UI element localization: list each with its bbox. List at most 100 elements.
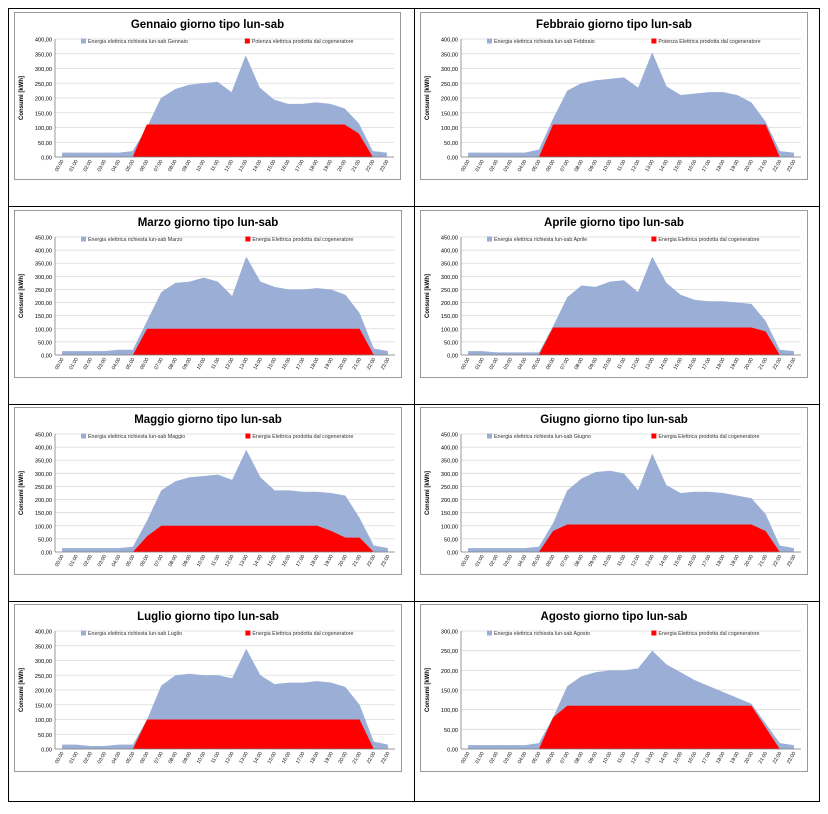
y-tick-label: 100,00 bbox=[441, 708, 458, 714]
x-tick-label: 15:00 bbox=[267, 357, 279, 371]
y-tick-label: 0,00 bbox=[41, 551, 52, 557]
x-tick-label: 04:00 bbox=[111, 554, 123, 568]
x-tick-label: 13:00 bbox=[644, 554, 656, 568]
x-tick-label: 09:00 bbox=[588, 159, 600, 173]
y-tick-label: 100,00 bbox=[441, 327, 458, 333]
x-tick-label: 08:00 bbox=[573, 159, 585, 173]
x-tick-label: 23:00 bbox=[786, 554, 798, 568]
legend-label-generation: Energia Elettrica prodotta dal cogenerat… bbox=[252, 434, 353, 440]
x-tick-label: 18:00 bbox=[715, 159, 727, 173]
legend-label-demand: Energia elettrica richiesta lun-sab Magg… bbox=[88, 434, 185, 440]
y-tick-label: 250,00 bbox=[35, 674, 52, 680]
x-tick-label: 14:00 bbox=[252, 751, 264, 765]
x-tick-label: 08:00 bbox=[167, 554, 179, 568]
legend-label-demand: Energia elettrica richiesta lun-sab Marz… bbox=[88, 237, 183, 243]
x-tick-label: 16:00 bbox=[281, 554, 293, 568]
x-tick-label: 22:00 bbox=[772, 751, 784, 765]
x-tick-label: 19:00 bbox=[323, 357, 335, 371]
x-tick-label: 01:00 bbox=[68, 159, 80, 173]
legend-label-demand: Energia elettrica richiesta lun-sab Agos… bbox=[494, 631, 590, 637]
legend-label-generation: Potenza elettrica prodotta dal cogenerat… bbox=[252, 39, 354, 45]
x-tick-label: 15:00 bbox=[673, 357, 685, 371]
series-generation-area bbox=[62, 328, 388, 355]
y-tick-label: 300,00 bbox=[35, 472, 52, 478]
x-tick-label: 15:00 bbox=[266, 159, 278, 173]
x-tick-label: 21:00 bbox=[352, 751, 364, 765]
y-tick-label: 50,00 bbox=[444, 728, 458, 734]
chart-grid-table bbox=[8, 8, 820, 802]
x-tick-label: 07:00 bbox=[559, 751, 571, 765]
x-tick-label: 06:00 bbox=[139, 159, 151, 173]
x-tick-label: 00:00 bbox=[460, 357, 472, 371]
y-tick-label: 0,00 bbox=[447, 354, 458, 360]
x-tick-label: 15:00 bbox=[673, 159, 685, 173]
chart-svg: Maggio giorno tipo lun-sab 0,00 50,00 100,0… bbox=[19, 414, 395, 568]
x-tick-label: 04:00 bbox=[111, 751, 123, 765]
x-tick-label: 01:00 bbox=[68, 554, 80, 568]
chart-svg: Giugno giorno tipo lun-sab 0,00 50,00 100,0… bbox=[425, 414, 801, 568]
y-axis-label: Consumi [kWh] bbox=[425, 76, 431, 120]
chart-title: Agosto giorno tipo lun-sab bbox=[541, 611, 688, 623]
x-tick-label: 00:00 bbox=[54, 554, 66, 568]
y-tick-label: 0,00 bbox=[447, 748, 458, 754]
x-tick-label: 05:00 bbox=[125, 751, 137, 765]
chart-title: Marzo giorno tipo lun-sab bbox=[138, 217, 279, 229]
y-tick-label: 400,00 bbox=[35, 38, 52, 44]
x-tick-label: 19:00 bbox=[729, 159, 741, 173]
x-tick-label: 22:00 bbox=[772, 159, 784, 173]
series-generation-area bbox=[468, 705, 794, 749]
chart-svg: Febbraio giorno tipo lun-sab 0,00 50,00 100… bbox=[425, 19, 801, 173]
y-axis-label: Consumi [kWh] bbox=[19, 668, 25, 712]
x-tick-label: 15:00 bbox=[267, 554, 279, 568]
x-tick-label: 00:00 bbox=[460, 159, 472, 173]
legend-label-generation: Energia Elettrica prodotta dal cogenerat… bbox=[658, 237, 759, 243]
chart-svg: Aprile giorno tipo lun-sab 0,00 50,00 100,0… bbox=[425, 217, 801, 371]
x-tick-label: 12:00 bbox=[630, 554, 642, 568]
x-tick-label: 00:00 bbox=[54, 159, 66, 173]
chart-4: Aprile giorno tipo lun-sab 0,00 50,00 100,0… bbox=[420, 210, 808, 378]
x-tick-label: 07:00 bbox=[559, 357, 571, 371]
x-tick-label: 04:00 bbox=[111, 159, 123, 173]
x-tick-label: 14:00 bbox=[658, 357, 670, 371]
x-tick-label: 15:00 bbox=[267, 751, 279, 765]
legend-swatch-demand bbox=[487, 236, 492, 242]
x-tick-label: 05:00 bbox=[125, 554, 137, 568]
x-tick-label: 03:00 bbox=[96, 159, 108, 173]
x-tick-label: 12:00 bbox=[224, 357, 236, 371]
x-tick-label: 16:00 bbox=[687, 751, 699, 765]
x-tick-label: 21:00 bbox=[352, 554, 364, 568]
x-tick-label: 07:00 bbox=[559, 159, 571, 173]
legend-swatch-generation bbox=[651, 630, 657, 636]
chart-title: Maggio giorno tipo lun-sab bbox=[134, 414, 282, 426]
series-generation-area bbox=[62, 719, 388, 749]
series-generation-area bbox=[62, 525, 388, 552]
chart-title: Gennaio giorno tipo lun-sab bbox=[131, 19, 284, 31]
legend-label-generation: Potenza Elettrica prodotta dal cogenerat… bbox=[658, 39, 760, 45]
x-tick-label: 04:00 bbox=[517, 751, 529, 765]
x-tick-label: 09:00 bbox=[182, 751, 194, 765]
y-tick-label: 450,00 bbox=[441, 433, 458, 439]
y-tick-label: 0,00 bbox=[41, 156, 52, 162]
x-tick-label: 10:00 bbox=[196, 751, 208, 765]
x-tick-label: 02:00 bbox=[488, 159, 500, 173]
legend-swatch-demand bbox=[81, 38, 86, 44]
x-tick-label: 19:00 bbox=[729, 554, 741, 568]
y-tick-label: 150,00 bbox=[441, 111, 458, 117]
x-tick-label: 11:00 bbox=[616, 554, 627, 568]
x-tick-label: 11:00 bbox=[210, 357, 221, 371]
x-tick-label: 07:00 bbox=[153, 554, 165, 568]
x-tick-label: 18:00 bbox=[715, 751, 727, 765]
x-tick-label: 10:00 bbox=[195, 159, 207, 173]
x-tick-label: 01:00 bbox=[68, 357, 80, 371]
y-tick-label: 400,00 bbox=[35, 630, 52, 636]
x-tick-label: 20:00 bbox=[743, 357, 755, 371]
x-tick-label: 06:00 bbox=[545, 751, 557, 765]
series-generation-area bbox=[468, 327, 794, 355]
y-tick-label: 400,00 bbox=[441, 446, 458, 452]
x-tick-label: 08:00 bbox=[167, 751, 179, 765]
x-tick-label: 14:00 bbox=[252, 159, 264, 173]
y-axis-label: Consumi [kWh] bbox=[19, 471, 25, 515]
y-tick-label: 100,00 bbox=[441, 524, 458, 530]
x-tick-label: 06:00 bbox=[545, 357, 557, 371]
legend-swatch-generation bbox=[651, 38, 657, 44]
